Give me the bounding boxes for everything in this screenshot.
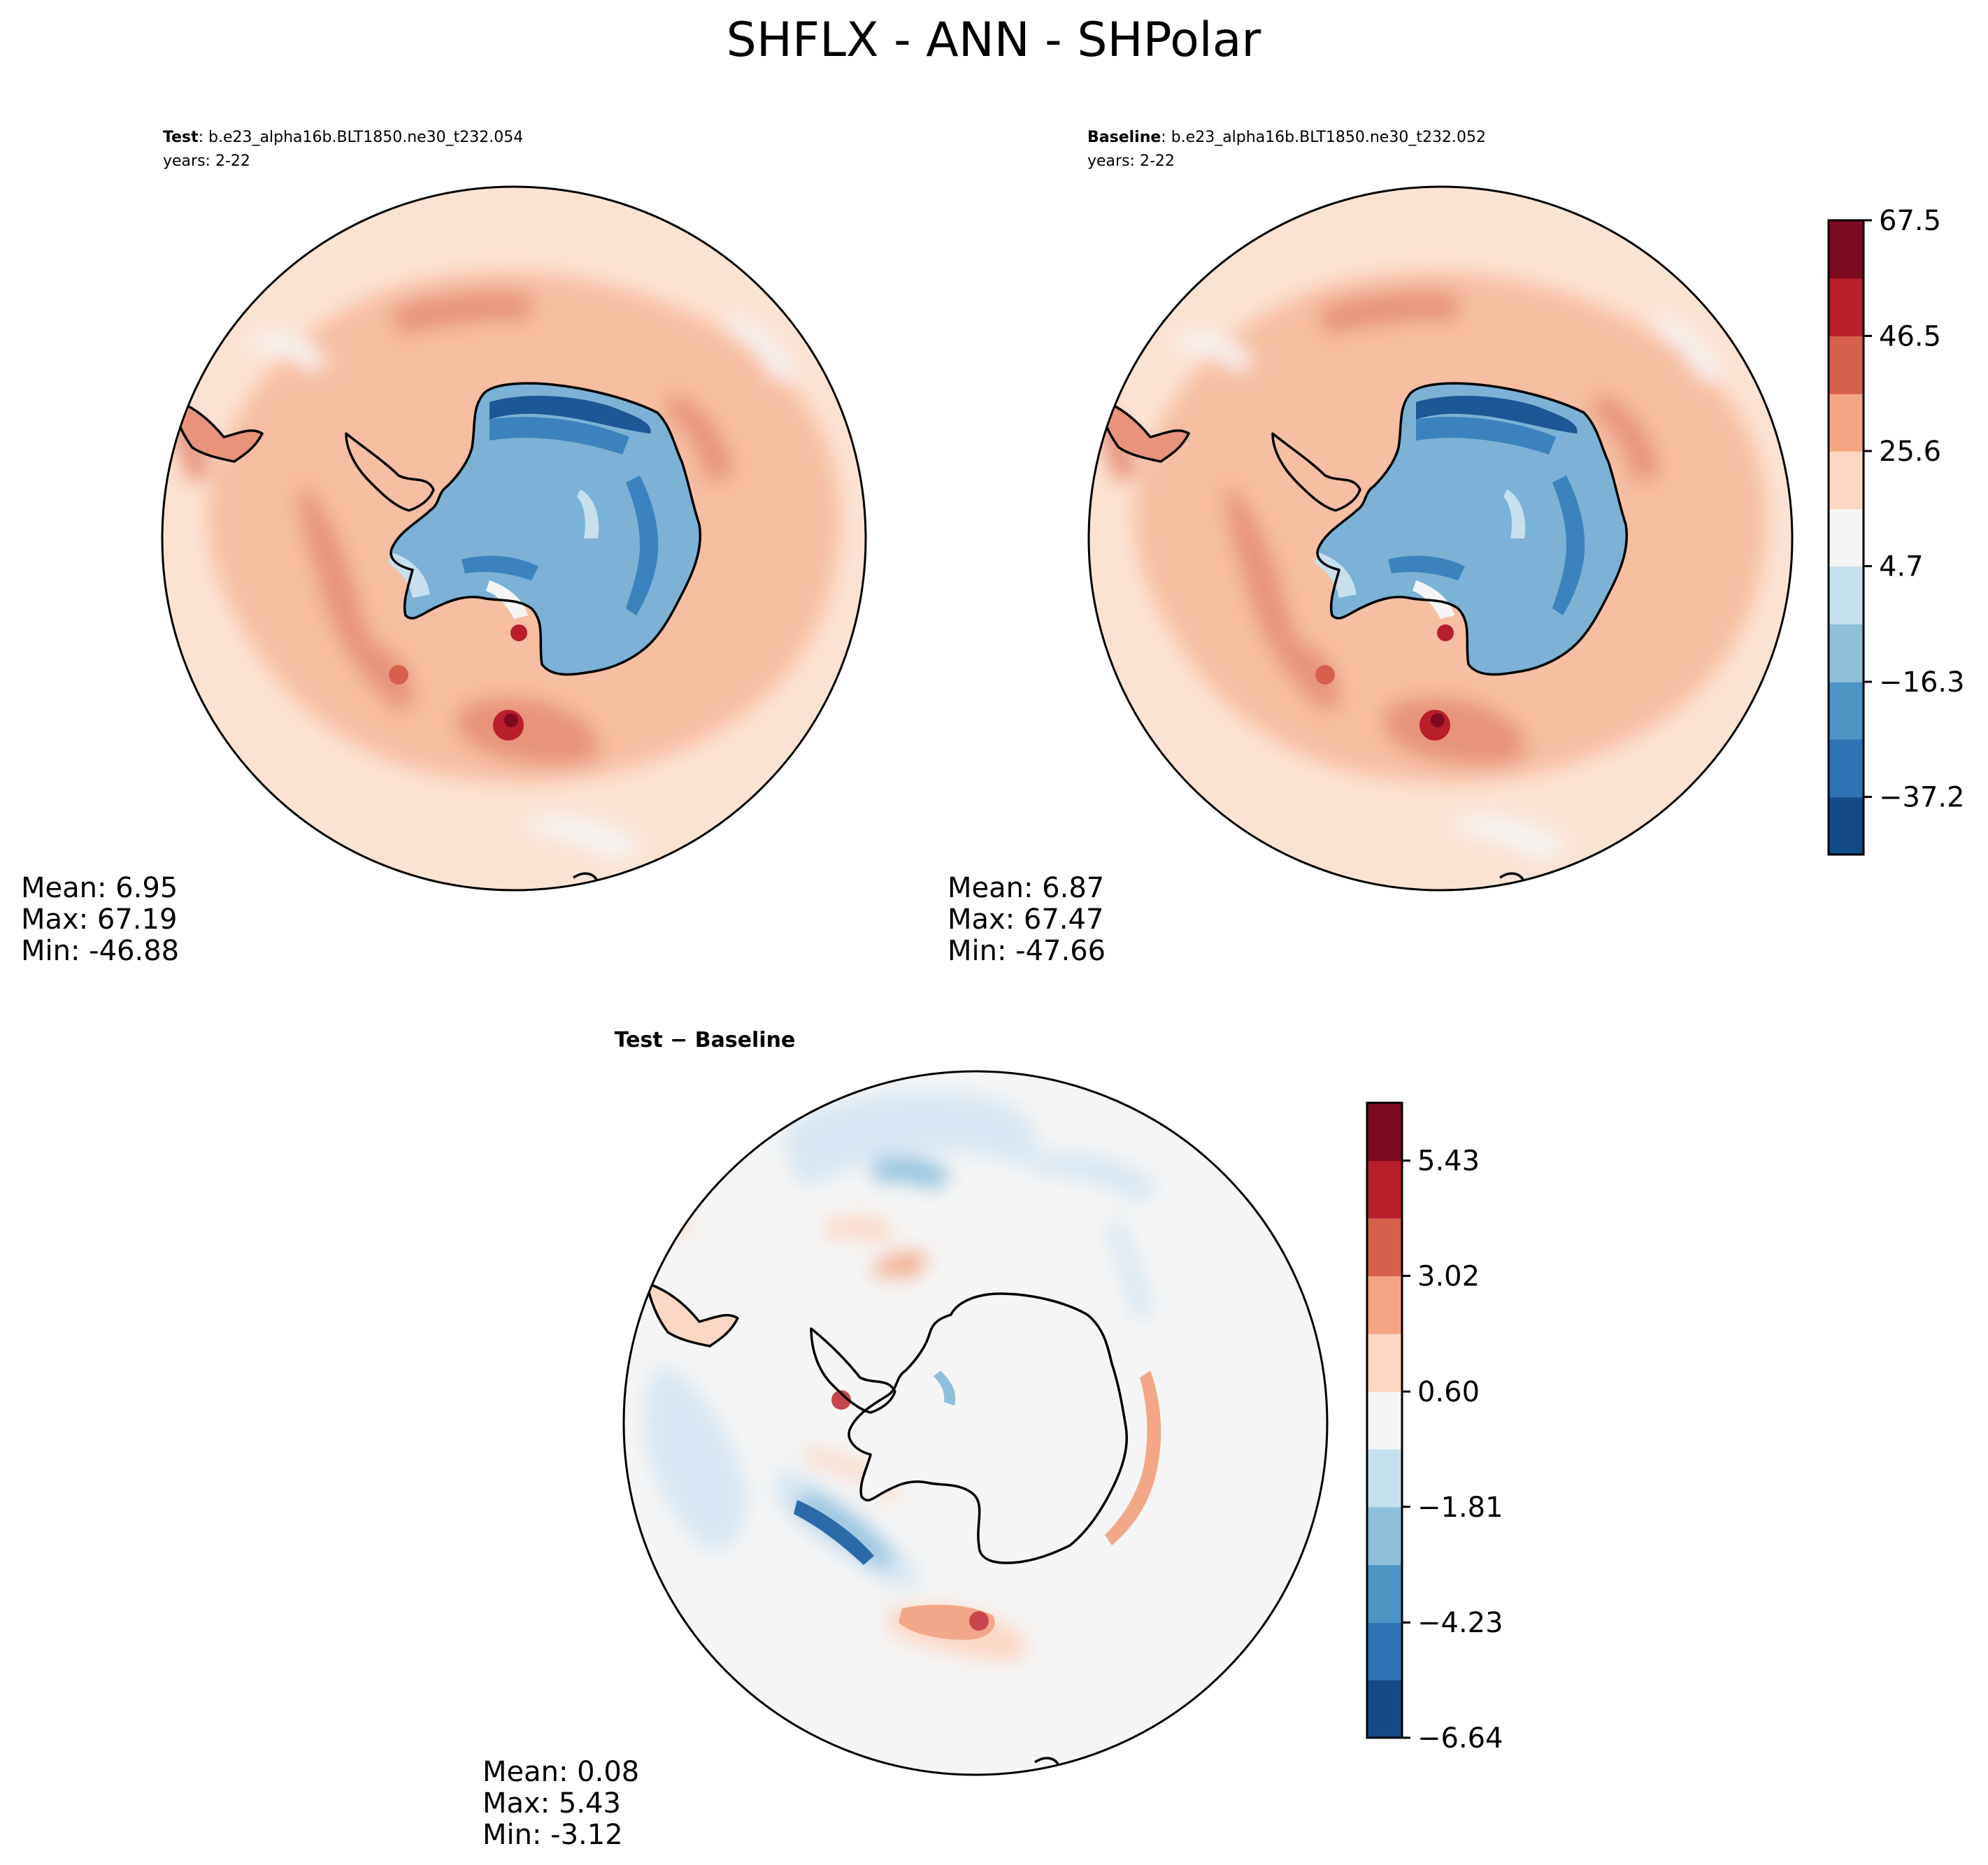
difference-pos-band [899,1604,995,1640]
colorbar-difference: 5.43 3.02 0.60 −1.81 −4.23 −6.64 [1366,1101,1503,1755]
figure-title: SHFLX - ANN - SHPolar [727,13,1261,68]
colorbar-test-baseline-segment [1829,394,1864,452]
difference-peninsula-hotspot [831,1390,851,1410]
difference-south-america-coast [645,1282,739,1348]
colorbar-test-baseline-tick-label: 46.5 [1879,320,1941,352]
difference-antarctica-coastline [848,1292,1129,1564]
colorbar-difference-tick-label: −6.64 [1417,1722,1503,1755]
colorbar-test-baseline-segment [1829,278,1864,336]
difference-title: Test − Baseline [615,1028,796,1052]
colorbar-difference-segment [1367,1276,1402,1334]
test-max-blob-inner [504,713,518,727]
test-antarctica-coastline [389,382,702,676]
panel-test: Test: b.e23_alpha16b.BLT1850.ne30_t232.0… [21,129,867,967]
test-peninsula-coast [345,432,435,512]
colorbar-difference-segment [1367,1103,1402,1162]
difference-pos-hotspot [969,1611,989,1631]
test-header: Test: b.e23_alpha16b.BLT1850.ne30_t232.0… [163,129,523,146]
baseline-header-years: years: 2-22 [1087,152,1175,170]
colorbar-test-baseline-tick-label: 25.6 [1879,436,1941,468]
test-min: Min: -46.88 [21,935,179,967]
test-mean: Mean: 6.95 [21,872,178,904]
colorbar-test-baseline-tick-label: −16.3 [1879,666,1965,699]
difference-max: Max: 5.43 [482,1787,621,1820]
test-header-years: years: 2-22 [163,152,250,170]
colorbar-test-baseline-segment [1829,508,1864,567]
colorbar-difference-segment [1367,1680,1402,1738]
colorbar-test-baseline: 67.5 46.5 25.6 4.7 −16.3 −37.2 [1827,205,1965,856]
colorbar-difference-segment [1367,1449,1402,1508]
colorbar-difference-tick-label: 3.02 [1417,1261,1480,1293]
colorbar-test-baseline-segment [1829,220,1864,279]
test-coastal-hotspot [510,624,527,641]
colorbar-test-baseline-segment [1829,451,1864,510]
colorbar-test-baseline-segment [1829,566,1864,624]
colorbar-difference-tick-label: −1.81 [1417,1492,1503,1524]
colorbar-test-baseline-segment [1829,796,1864,855]
test-hotspot-2 [389,665,408,685]
difference-min: Min: -3.12 [482,1819,623,1851]
colorbar-difference-tick-label: 0.60 [1417,1376,1480,1408]
colorbar-test-baseline-tick-label: 4.7 [1879,551,1924,583]
baseline-map-boundary [1087,185,1794,892]
colorbar-test-baseline-segment [1829,738,1864,798]
colorbar-difference-outline [1366,1101,1403,1739]
colorbar-difference-segment [1367,1334,1402,1392]
test-map-boundary [161,185,867,892]
colorbar-test-baseline-segment [1829,624,1864,683]
colorbar-difference-segment [1367,1622,1402,1680]
test-map [162,187,866,890]
colorbar-difference-tick-label: 5.43 [1417,1145,1480,1178]
colorbar-test-baseline-segment [1829,682,1864,740]
difference-peninsula-coast [810,1327,896,1414]
test-antarctica-fill [391,383,701,675]
colorbar-difference-tick-label: −4.23 [1417,1607,1503,1639]
baseline-max: Max: 67.47 [947,903,1103,936]
test-header-label: Test [163,129,199,146]
difference-map [624,1071,1327,1775]
baseline-header-case: : b.e23_alpha16b.BLT1850.ne30_t232.052 [1161,129,1486,146]
difference-coastal-rim [1105,1371,1161,1545]
colorbar-difference-segment [1367,1506,1402,1566]
colorbar-difference-segment [1367,1391,1402,1450]
colorbar-test-baseline-tick-label: 67.5 [1879,205,1941,237]
baseline-header-label: Baseline [1087,129,1161,146]
baseline-map [1089,187,1792,890]
difference-map-boundary [622,1070,1329,1776]
test-header-case: : b.e23_alpha16b.BLT1850.ne30_t232.054 [199,129,524,146]
colorbar-difference-segment [1367,1217,1402,1277]
colorbar-test-baseline-outline [1827,219,1865,856]
panel-baseline: Baseline: b.e23_alpha16b.BLT1850.ne30_t2… [947,129,1794,967]
difference-mean: Mean: 0.08 [482,1756,639,1788]
baseline-antarctica-coastline [1316,382,1629,676]
panel-difference: Test − Baseline [482,1028,1329,1851]
baseline-mean: Mean: 6.87 [947,872,1104,904]
test-south-america-coast [170,397,264,463]
difference-neg-streak [794,1500,874,1565]
baseline-min: Min: -47.66 [947,935,1106,967]
test-max: Max: 67.19 [21,903,177,936]
colorbar-difference-segment [1367,1564,1402,1623]
colorbar-difference-segment [1367,1160,1402,1219]
test-deep-blue-band [489,395,651,434]
colorbar-test-baseline-segment [1829,336,1864,394]
colorbar-test-baseline-tick-label: −37.2 [1879,782,1965,814]
baseline-header: Baseline: b.e23_alpha16b.BLT1850.ne30_t2… [1087,129,1486,146]
